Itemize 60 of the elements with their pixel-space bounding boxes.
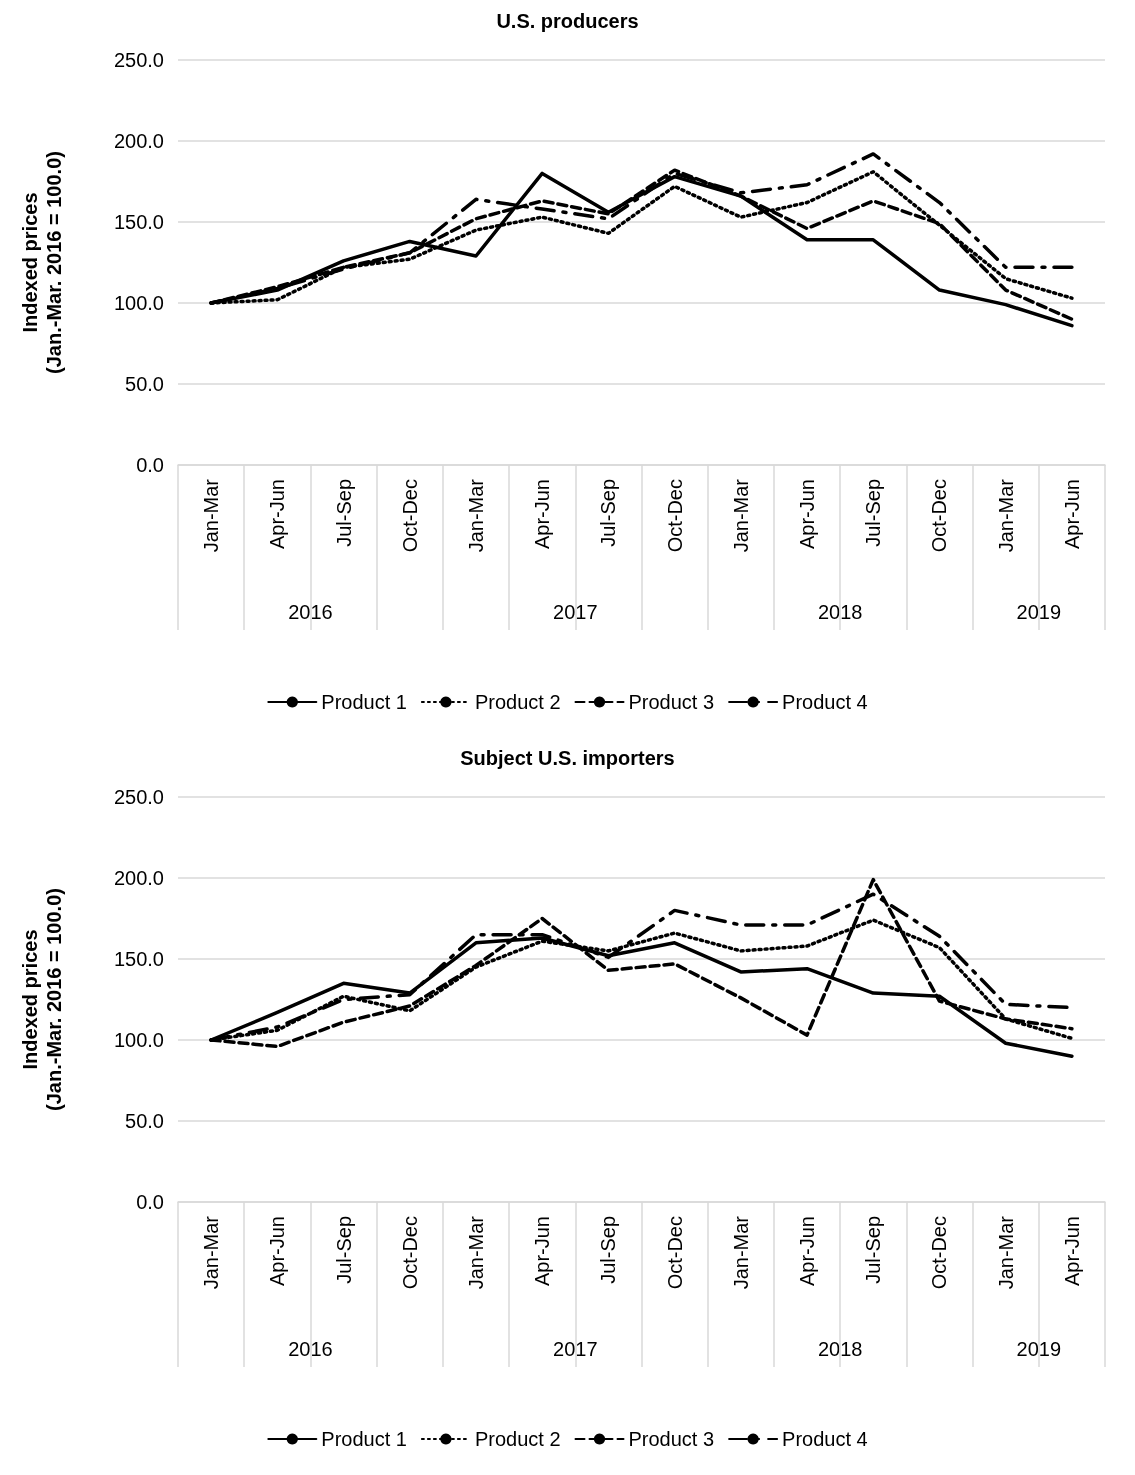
legend-label: Product 3 xyxy=(628,691,715,713)
text: 2018 xyxy=(817,1338,863,1360)
legend-label: Product 1 xyxy=(321,691,407,713)
x-tick-label: Jul-Sep xyxy=(332,1216,355,1284)
x-tick-label: Jul-Sep xyxy=(597,479,620,547)
x-tick-label: Apr-Jun xyxy=(796,479,819,550)
x-tick-label: Apr-Jun xyxy=(1060,479,1083,550)
x-tick-label: Oct-Dec xyxy=(398,479,421,553)
x-tick-label: Apr-Jun xyxy=(266,1216,289,1287)
y-tick-label: 100.0 xyxy=(113,292,164,314)
x-tick-label: Apr-Jun xyxy=(1060,1216,1083,1287)
legend-label: Product 3 xyxy=(628,1428,715,1450)
x-tick-label: Oct-Dec xyxy=(928,1216,951,1290)
text: 2019 xyxy=(1016,1338,1062,1360)
x-tick-label: Apr-Jun xyxy=(266,479,289,550)
x-tick-label: Jan-Mar xyxy=(200,478,223,553)
x-tick-label: Apr-Jun xyxy=(531,1216,554,1287)
chart-title: Subject U.S. importers xyxy=(460,747,675,769)
x-tick-label: Jul-Sep xyxy=(332,479,355,547)
chart-title: U.S. producers xyxy=(496,10,639,32)
text: 2016 xyxy=(288,1338,333,1360)
text: 2018 xyxy=(817,601,863,623)
y-tick-label: 0.0 xyxy=(136,454,164,476)
legend-label: Product 2 xyxy=(474,1428,561,1450)
text: 2019 xyxy=(1016,601,1062,623)
text: 2016 xyxy=(288,601,333,623)
y-tick-label: 200.0 xyxy=(113,130,164,152)
x-tick-label: Oct-Dec xyxy=(663,479,686,553)
x-tick-label: Oct-Dec xyxy=(928,479,951,553)
text: 2017 xyxy=(553,1338,598,1360)
x-tick-label: Jul-Sep xyxy=(597,1216,620,1284)
y-axis-title: Indexed prices (Jan.-Mar. 2016 = 100.0) xyxy=(19,151,65,374)
x-tick-label: Oct-Dec xyxy=(663,1216,686,1290)
x-tick-label: Jan-Mar xyxy=(729,478,752,553)
x-tick-label: Jan-Mar xyxy=(994,1215,1017,1290)
x-tick-label: Oct-Dec xyxy=(398,1216,421,1290)
x-tick-label: Apr-Jun xyxy=(796,1216,819,1287)
x-tick-label: Jul-Sep xyxy=(862,1216,885,1284)
x-tick-label: Jan-Mar xyxy=(200,1215,223,1290)
y-tick-label: 250.0 xyxy=(113,786,164,808)
y-tick-label: 250.0 xyxy=(113,49,164,71)
y-tick-label: 150.0 xyxy=(113,211,164,233)
y-tick-label: 50.0 xyxy=(125,1110,164,1132)
legend-label: Product 4 xyxy=(782,691,868,713)
x-tick-label: Jul-Sep xyxy=(862,479,885,547)
x-tick-label: Jan-Mar xyxy=(729,1215,752,1290)
x-tick-label: Jan-Mar xyxy=(464,478,487,553)
x-tick-label: Apr-Jun xyxy=(531,479,554,550)
text: 2017 xyxy=(553,601,598,623)
legend-label: Product 1 xyxy=(321,1428,407,1450)
y-axis-title: Indexed prices (Jan.-Mar. 2016 = 100.0) xyxy=(19,888,65,1111)
legend-label: Product 2 xyxy=(474,691,561,713)
legend-label: Product 4 xyxy=(782,1428,868,1450)
y-tick-label: 100.0 xyxy=(113,1029,164,1051)
y-tick-label: 50.0 xyxy=(125,373,164,395)
y-tick-label: 200.0 xyxy=(113,867,164,889)
x-tick-label: Jan-Mar xyxy=(994,478,1017,553)
y-tick-label: 150.0 xyxy=(113,948,164,970)
y-tick-label: 0.0 xyxy=(136,1191,164,1213)
x-tick-label: Jan-Mar xyxy=(464,1215,487,1290)
